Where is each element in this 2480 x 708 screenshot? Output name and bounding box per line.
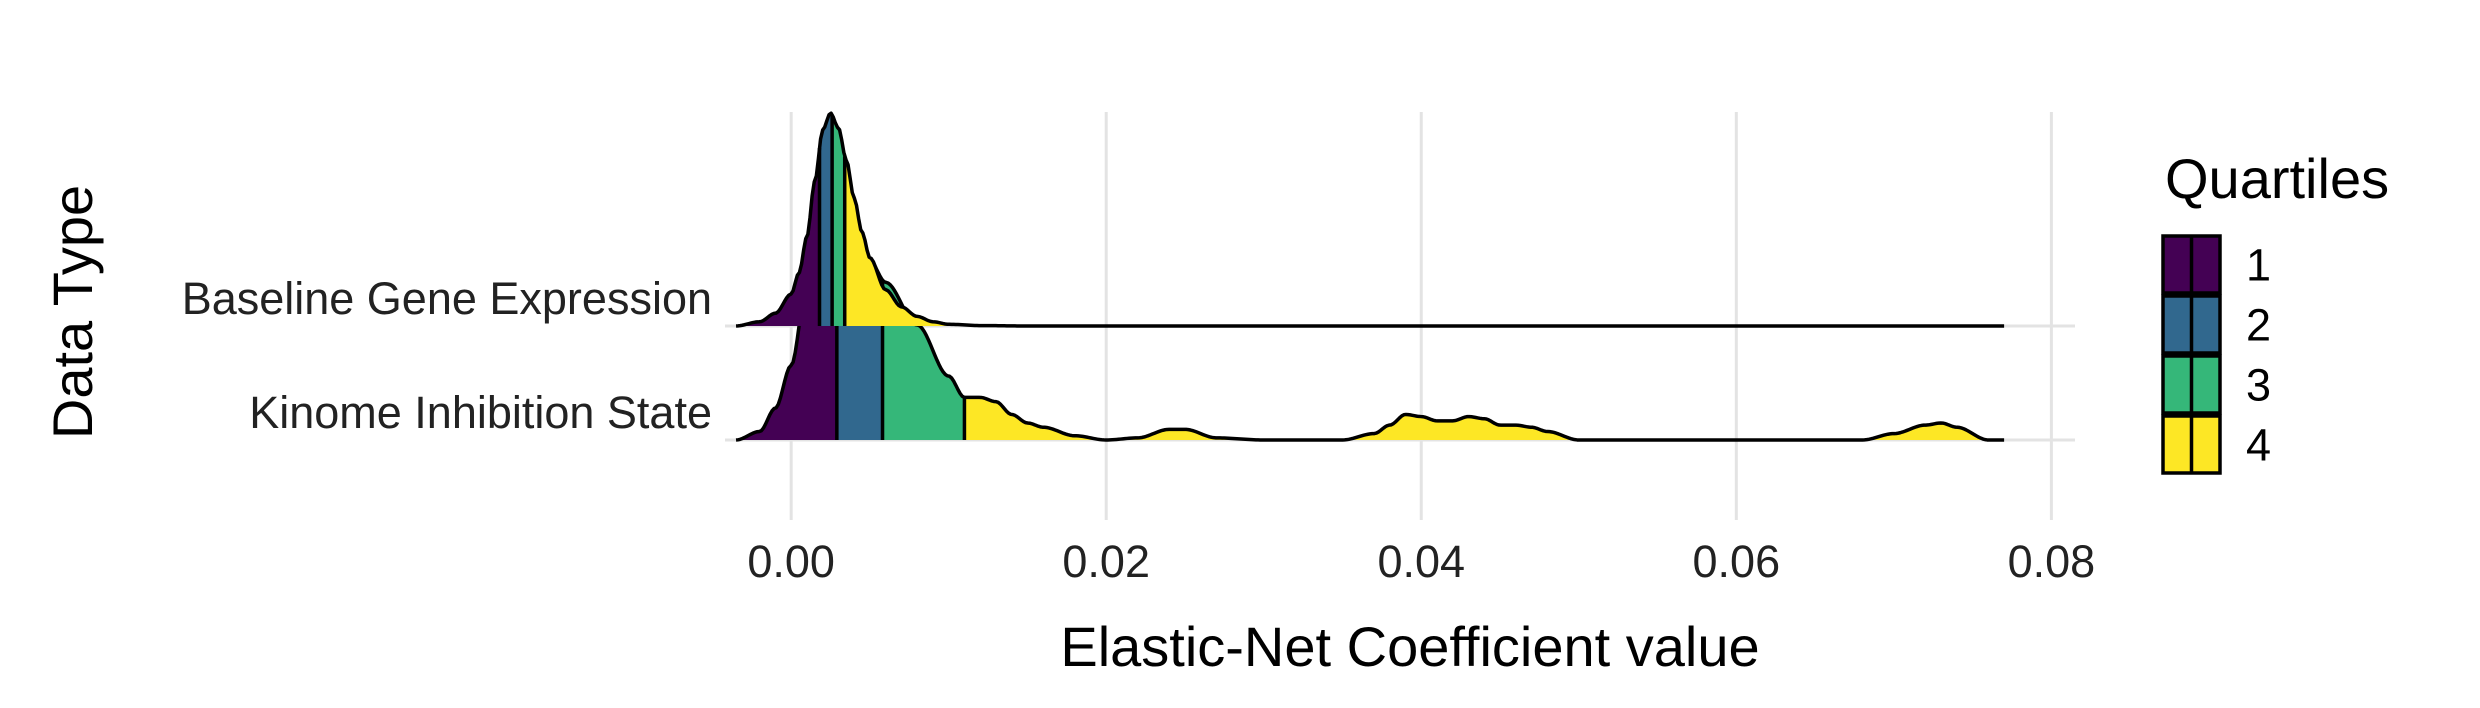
quartile-3-area [832, 114, 845, 326]
x-axis-ticks: 0.00 0.02 0.04 0.06 0.08 [747, 536, 2095, 587]
x-tick-label: 0.02 [1062, 536, 1150, 587]
quartile-2-area [819, 113, 833, 327]
ridge-baseline-gene-expression [735, 111, 2005, 328]
legend-item-3: 3 [2161, 354, 2271, 415]
x-axis-title: Elastic-Net Coefficient value [1060, 615, 1759, 678]
quartile-1-area [736, 148, 820, 326]
legend-items: 1 2 3 4 [2161, 234, 2271, 475]
y-tick-label: Kinome Inhibition State [249, 387, 712, 438]
legend-label: 1 [2246, 240, 2271, 291]
gridlines [789, 112, 2053, 520]
x-tick-label: 0.00 [747, 536, 835, 587]
ridges [735, 111, 2005, 442]
legend-title: Quartiles [2165, 147, 2389, 210]
x-tick-label: 0.06 [1693, 536, 1781, 587]
legend-item-2: 2 [2161, 294, 2271, 355]
density-outline [735, 111, 2005, 328]
quartile-4-area [844, 156, 2005, 326]
y-axis-title: Data Type [41, 185, 104, 439]
legend-item-1: 1 [2161, 234, 2271, 295]
legend: Quartiles 1 2 3 4 [2161, 147, 2389, 475]
x-tick-label: 0.08 [2008, 536, 2096, 587]
y-tick-label: Baseline Gene Expression [182, 273, 712, 324]
y-axis-ticks: Baseline Gene Expression Kinome Inhibitio… [182, 273, 712, 438]
legend-label: 3 [2246, 360, 2271, 411]
legend-label: 4 [2246, 420, 2271, 471]
legend-item-4: 4 [2161, 414, 2271, 475]
x-tick-label: 0.04 [1377, 536, 1465, 587]
ridge-kinome-inhibition-state [735, 225, 2005, 442]
legend-label: 2 [2246, 300, 2271, 351]
density-outline [735, 225, 2005, 442]
